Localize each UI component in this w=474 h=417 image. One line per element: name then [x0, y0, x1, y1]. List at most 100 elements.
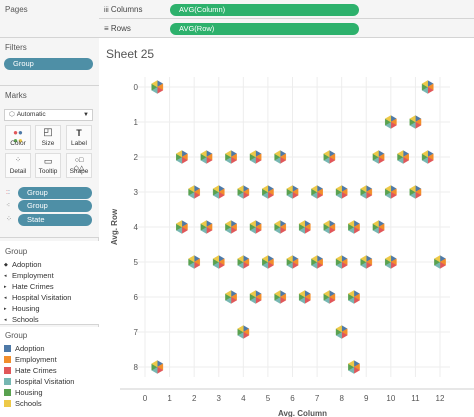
scatter-point[interactable] [274, 290, 287, 304]
tooltip-button[interactable]: ▭ Tooltip [35, 153, 61, 178]
size-button[interactable]: ◰ Size [35, 125, 61, 150]
scatter-point[interactable] [249, 290, 262, 304]
scatter-point[interactable] [335, 185, 348, 199]
legend-label: Hate Crimes [12, 282, 54, 291]
scatter-point[interactable] [323, 290, 336, 304]
shape-button[interactable]: ○□ ◇△ Shape [66, 153, 92, 178]
size-button-label: Size [41, 140, 55, 147]
marks-card-title: Marks [5, 91, 27, 100]
scatter-point[interactable] [212, 255, 225, 269]
scatter-point[interactable] [298, 220, 311, 234]
shape-legend-item[interactable]: ▸ Housing [4, 304, 40, 313]
scatter-point[interactable] [200, 220, 213, 234]
scatter-point[interactable] [237, 325, 250, 339]
scatter-point[interactable] [175, 150, 188, 164]
scatter-point[interactable] [249, 150, 262, 164]
scatter-point[interactable] [237, 255, 250, 269]
sheet-title[interactable]: Sheet 25 [106, 47, 155, 61]
scatter-point[interactable] [298, 290, 311, 304]
marks-field-group-color[interactable]: Group [18, 187, 92, 199]
scatter-point[interactable] [188, 185, 201, 199]
columns-pill[interactable]: AVG(Column) [170, 4, 359, 16]
color-legend-item[interactable]: Schools [4, 399, 42, 408]
color-legend-item[interactable]: Housing [4, 388, 43, 397]
color-dots-icon: :: [6, 189, 10, 196]
scatter-point[interactable] [212, 185, 225, 199]
filters-card[interactable]: Filters Group [0, 38, 99, 86]
scatter-point[interactable] [261, 255, 274, 269]
scatter-point[interactable] [360, 255, 373, 269]
scatter-point[interactable] [335, 255, 348, 269]
detail-button[interactable]: ⁘ Detail [5, 153, 31, 178]
shape-legend-item[interactable]: ◂ Hospital Visitation [4, 293, 71, 302]
scatter-point[interactable] [188, 255, 201, 269]
filters-card-title: Filters [5, 43, 27, 52]
pages-card[interactable]: Pages [0, 0, 99, 38]
scatter-point[interactable] [323, 220, 336, 234]
scatter-point[interactable] [323, 150, 336, 164]
scatter-point[interactable] [286, 185, 299, 199]
scatter-point[interactable] [421, 80, 434, 94]
marks-field-group-shape[interactable]: Group [18, 200, 92, 212]
label-button-label: Label [71, 140, 87, 147]
color-legend-item[interactable]: Hate Crimes [4, 366, 57, 375]
left-panel: Pages Filters Group Marks ⬡ Automatic ▼ ●… [0, 0, 99, 417]
y-tick-label: 8 [134, 363, 139, 372]
scatter-point[interactable] [311, 185, 324, 199]
scatter-point[interactable] [225, 220, 238, 234]
y-tick-label: 4 [134, 223, 139, 232]
label-button[interactable]: T Label [66, 125, 92, 150]
scatter-point[interactable] [151, 80, 164, 94]
x-tick-label: 9 [364, 394, 369, 403]
shape-legend-item[interactable]: ◂ Schools [4, 315, 39, 324]
scatter-point[interactable] [311, 255, 324, 269]
scatter-point[interactable] [274, 220, 287, 234]
scatter-point[interactable] [409, 185, 422, 199]
scatter-point[interactable] [384, 115, 397, 129]
scatter-point[interactable] [384, 185, 397, 199]
label-icon: T [76, 128, 82, 138]
scatter-point[interactable] [175, 220, 188, 234]
scatter-point[interactable] [397, 150, 410, 164]
scatter-point[interactable] [261, 185, 274, 199]
scatter-point[interactable] [200, 150, 213, 164]
detail-button-label: Detail [9, 168, 27, 175]
color-button[interactable]: ●● ●● Color [5, 125, 31, 150]
scatter-point[interactable] [225, 290, 238, 304]
scatter-point[interactable] [384, 255, 397, 269]
scatter-point[interactable] [286, 255, 299, 269]
scatter-point[interactable] [409, 115, 422, 129]
marks-field-state[interactable]: State [18, 214, 92, 226]
shape-legend-item[interactable]: ◂ Employment [4, 271, 54, 280]
scatter-point[interactable] [347, 290, 360, 304]
mark-type-dropdown[interactable]: ⬡ Automatic ▼ [4, 109, 93, 121]
scatter-point[interactable] [151, 360, 164, 374]
x-axis-ticks: 0 1 2 3 4 5 6 7 8 9 10 11 12 [143, 394, 445, 403]
scatter-point[interactable] [347, 220, 360, 234]
scatter-point[interactable] [372, 150, 385, 164]
shape-legend-item[interactable]: ◆ Adoption [4, 260, 42, 269]
detail-icon: ⁘ [6, 216, 12, 223]
shape-legend-item[interactable]: ▸ Hate Crimes [4, 282, 54, 291]
scatter-point[interactable] [421, 150, 434, 164]
rows-shelf[interactable]: ≡ Rows AVG(Row) [99, 19, 474, 38]
shape-marker-icon: ▸ [4, 284, 7, 290]
scatter-point[interactable] [237, 185, 250, 199]
scatter-point[interactable] [347, 360, 360, 374]
shape-marker-icon: ◂ [4, 273, 7, 279]
scatter-point[interactable] [360, 185, 373, 199]
scatter-point[interactable] [335, 325, 348, 339]
legend-label: Adoption [15, 344, 45, 353]
scatter-point[interactable] [225, 150, 238, 164]
scatter-point[interactable] [433, 255, 447, 269]
color-legend-item[interactable]: Adoption [4, 344, 45, 353]
scatter-point[interactable] [249, 220, 262, 234]
filter-pill-group[interactable]: Group [4, 58, 93, 70]
color-legend-item[interactable]: Employment [4, 355, 57, 364]
scatter-point[interactable] [274, 150, 287, 164]
color-legend-item[interactable]: Hospital Visitation [4, 377, 74, 386]
tooltip-button-label: Tooltip [38, 168, 58, 175]
scatter-point[interactable] [372, 220, 385, 234]
columns-shelf[interactable]: iii Columns AVG(Column) [99, 0, 474, 19]
rows-pill[interactable]: AVG(Row) [170, 23, 359, 35]
